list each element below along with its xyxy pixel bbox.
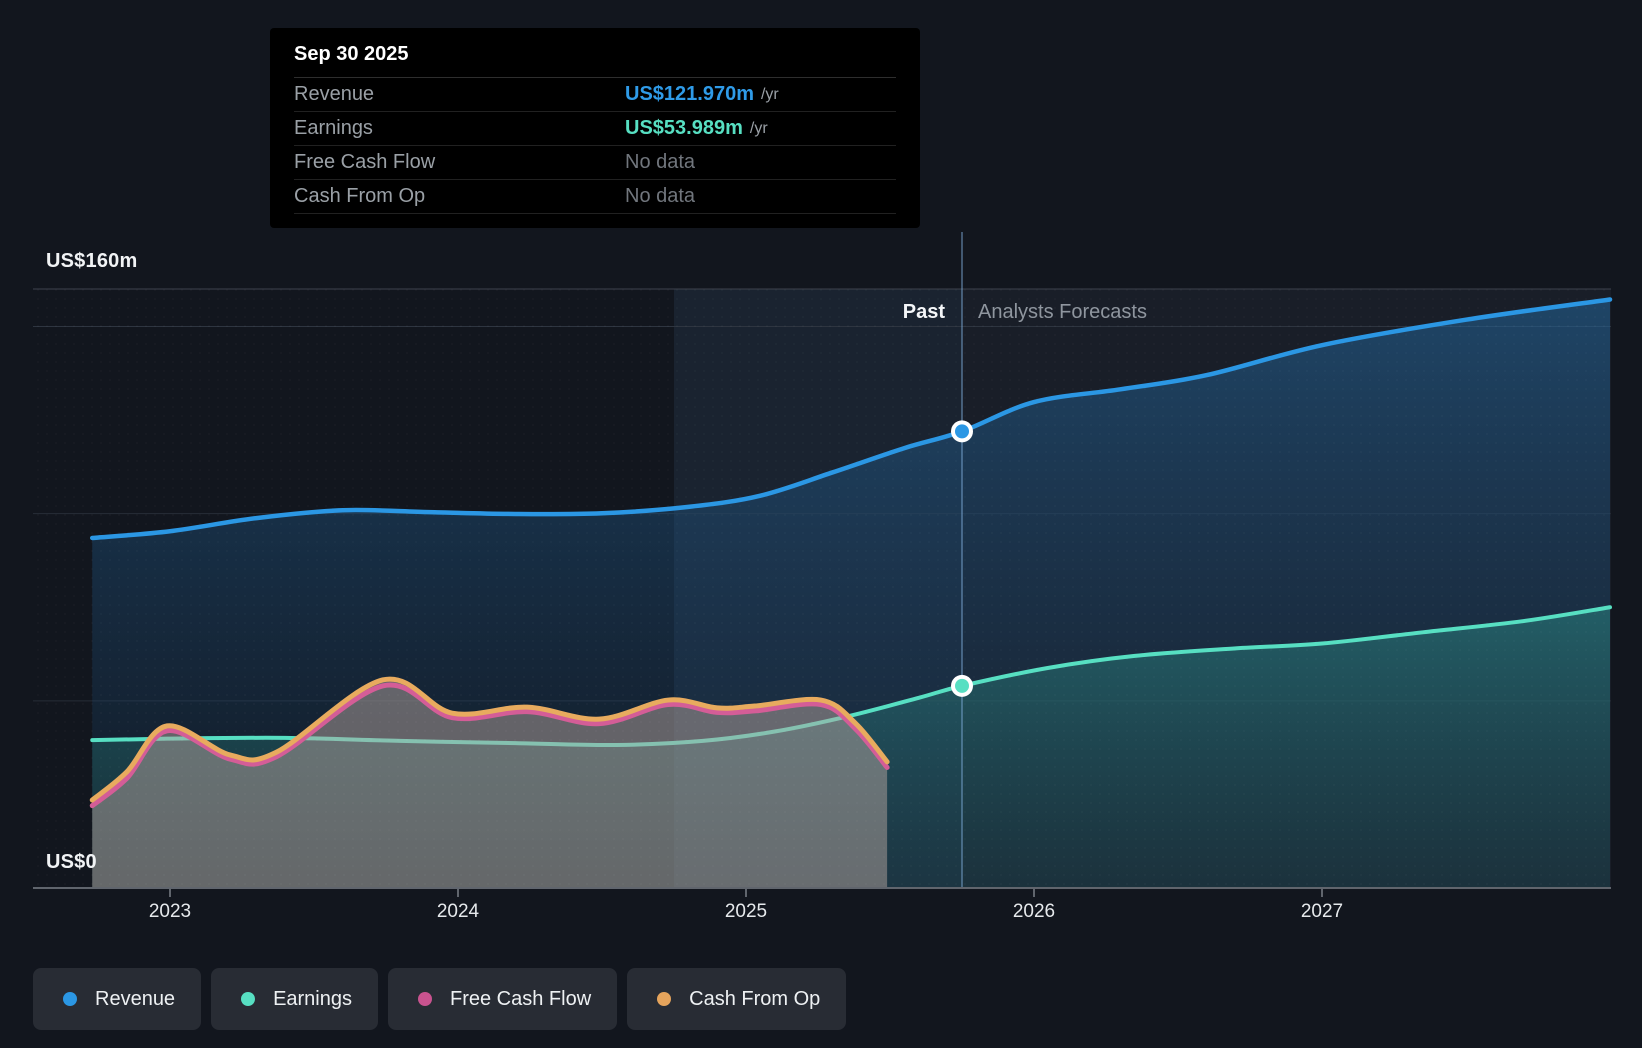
- tooltip-row: Free Cash Flow No data: [294, 146, 896, 180]
- legend-item-label: Earnings: [273, 987, 352, 1010]
- legend-item-free-cash-flow[interactable]: Free Cash Flow: [388, 968, 618, 1030]
- past-label: Past: [902, 301, 945, 323]
- tooltip-date: Sep 30 2025: [294, 28, 896, 78]
- legend-item-earnings[interactable]: Earnings: [211, 968, 378, 1030]
- tooltip-row-value: No data: [625, 151, 696, 173]
- x-axis-label: 2024: [436, 901, 480, 922]
- legend-item-cash-from-op[interactable]: Cash From Op: [627, 968, 847, 1030]
- legend-dot-icon: [241, 992, 256, 1006]
- legend-dot-icon: [63, 992, 77, 1006]
- legend-item-label: Revenue: [95, 987, 176, 1010]
- legend-item-label: Cash From Op: [689, 987, 821, 1010]
- legend-dot-icon: [657, 992, 672, 1006]
- tooltip-row-label: Free Cash Flow: [294, 151, 436, 173]
- tooltip-row-label: Cash From Op: [294, 185, 426, 207]
- tooltip-row-value: US$53.989m: [625, 117, 743, 139]
- tooltip-rows: Revenue US$121.970m/yr Earnings US$53.989m /…: [294, 78, 896, 214]
- tooltip-row: Revenue US$121.970m/yr: [294, 78, 896, 112]
- revenue-line: [89, 297, 1613, 541]
- cash-from-op-line: [89, 676, 890, 803]
- y-axis-label-max: US$160m: [46, 250, 138, 272]
- tooltip-row-value: US$121.970m: [625, 83, 754, 105]
- tooltip-row-label: Revenue: [294, 83, 375, 105]
- tooltip-row: Cash From Op No data: [294, 180, 896, 214]
- legend: Revenue Earnings Free Cash Flow Cash From O…: [33, 968, 847, 1030]
- tooltip-row-unit: /yr: [760, 85, 779, 103]
- tooltip-row-unit: /yr: [749, 119, 768, 137]
- tooltip-row: Earnings US$53.989m/yr: [294, 112, 896, 146]
- legend-dot-icon: [418, 992, 432, 1006]
- legend-item-revenue[interactable]: Revenue: [33, 968, 202, 1030]
- tooltip: Sep 30 2025 Revenue US$121.970m/yr Earning…: [270, 28, 920, 228]
- tooltip-row-label: Earnings: [294, 117, 373, 139]
- x-axis-label: 2027: [1300, 901, 1344, 922]
- free-cash-flow-line: [89, 682, 890, 809]
- x-axis-label: 2026: [1012, 901, 1056, 922]
- legend-item-label: Free Cash Flow: [450, 987, 592, 1010]
- y-axis-label-zero: US$0: [46, 851, 97, 873]
- analysts-forecasts-label: Analysts Forecasts: [978, 301, 1147, 323]
- x-axis-label: 2025: [724, 901, 768, 922]
- revenue-marker[interactable]: [955, 424, 969, 439]
- tooltip-row-value: No data: [625, 185, 696, 207]
- earnings-marker[interactable]: [955, 678, 969, 693]
- texture-overlay: [33, 289, 1611, 888]
- x-axis-label: 2023: [148, 901, 192, 922]
